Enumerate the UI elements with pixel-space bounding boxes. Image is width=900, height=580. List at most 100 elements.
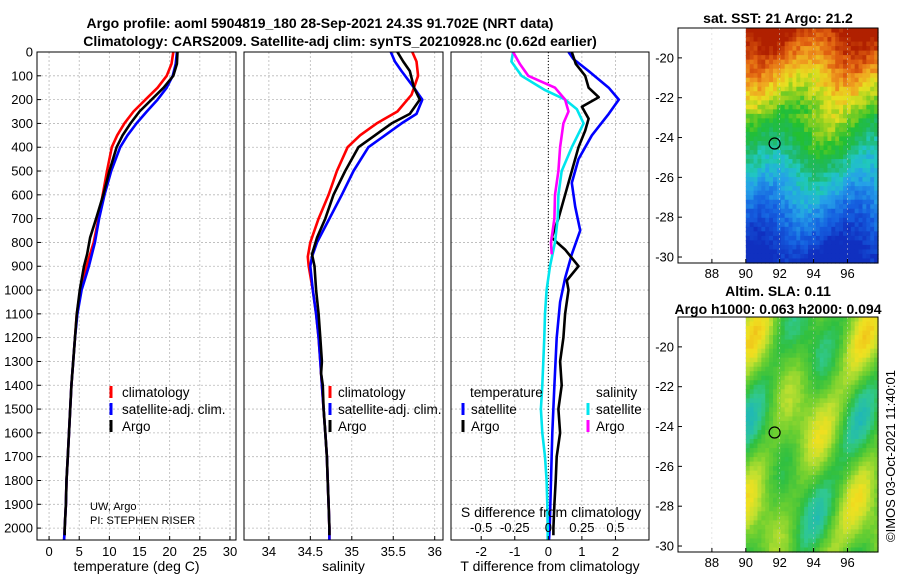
map-cell — [780, 91, 786, 97]
map-cell — [870, 470, 875, 476]
map-cell — [866, 150, 871, 156]
map-cell — [796, 77, 801, 83]
map-cell — [823, 416, 829, 422]
map-cell — [815, 181, 821, 187]
map-cell — [843, 416, 848, 422]
map-cell — [874, 402, 879, 408]
map-cell — [800, 172, 805, 178]
map-cell — [769, 371, 774, 377]
map-cell — [749, 429, 755, 436]
map-cell — [761, 186, 766, 192]
map-cell — [765, 186, 770, 192]
map-cell — [835, 32, 840, 38]
map-cell — [843, 326, 848, 332]
map-cell — [850, 32, 856, 38]
map-cell — [780, 515, 786, 521]
map-cell — [808, 362, 813, 368]
map-cell — [866, 466, 871, 472]
map-cell — [749, 86, 755, 92]
map-cell — [773, 538, 778, 544]
map-cell — [870, 393, 875, 399]
map-cell — [808, 452, 813, 458]
map-cell — [815, 326, 821, 332]
map-cell — [839, 50, 844, 56]
map-cell — [761, 384, 766, 390]
map-cell — [815, 226, 821, 232]
map-cell — [823, 353, 829, 359]
map-cell — [745, 46, 751, 52]
map-cell — [765, 181, 770, 187]
map-cell — [854, 488, 860, 494]
map-cell — [858, 366, 864, 372]
map-cell — [784, 244, 790, 251]
map-cell — [745, 452, 751, 458]
map-cell — [773, 484, 778, 490]
map-cell — [800, 73, 805, 79]
map-cell — [792, 109, 797, 115]
map-cell — [819, 362, 825, 368]
y-tick-label: 500 — [11, 164, 33, 179]
map-cell — [839, 330, 844, 336]
map-cell — [788, 339, 794, 345]
map-cell — [823, 389, 829, 395]
map-cell — [854, 91, 860, 97]
map-cell — [761, 231, 766, 237]
map-cell — [819, 177, 825, 183]
map-cell — [749, 41, 755, 47]
map-cell — [843, 547, 848, 553]
map-cell — [862, 177, 867, 183]
map-cell — [831, 542, 836, 549]
map-cell — [850, 398, 856, 404]
map-cell — [843, 37, 848, 43]
map-cell — [815, 186, 821, 192]
map-cell — [753, 348, 759, 354]
map-cell — [843, 64, 848, 70]
map-cell — [765, 127, 770, 133]
map-cell — [835, 538, 840, 544]
map-cell — [769, 502, 774, 508]
map-cell — [784, 542, 790, 549]
map-cell — [843, 95, 848, 101]
map-cell — [823, 393, 829, 399]
map-cell — [827, 429, 832, 436]
map-cell — [862, 470, 867, 476]
map-cell — [835, 226, 840, 232]
map-cell — [858, 199, 864, 205]
map-cell — [831, 434, 836, 440]
map-cell — [866, 515, 871, 521]
map-cell — [804, 443, 809, 449]
map-cell — [831, 335, 836, 341]
map-cell — [753, 384, 759, 390]
map-cell — [827, 249, 832, 255]
map-cell — [823, 461, 829, 467]
map-cell — [796, 231, 801, 237]
map-cell — [866, 344, 871, 350]
map-cell — [843, 140, 848, 147]
map-cell — [769, 28, 774, 34]
map-cell — [870, 533, 875, 540]
map-cell — [866, 457, 871, 463]
map-cell — [808, 145, 813, 151]
map-cell — [749, 470, 755, 476]
map-cell — [757, 479, 762, 485]
map-cell — [835, 190, 840, 196]
map-cell — [780, 335, 786, 341]
map-cell — [866, 520, 871, 526]
map-cell — [757, 190, 762, 196]
map-cell — [846, 515, 852, 521]
map-cell — [827, 68, 832, 74]
map-cell — [843, 118, 848, 124]
map-cell — [796, 344, 801, 350]
map-cell — [773, 542, 778, 549]
map-cell — [823, 443, 829, 449]
map-cell — [784, 529, 790, 535]
map-cell — [819, 95, 825, 101]
map-cell — [846, 199, 852, 205]
map-cell — [749, 335, 755, 341]
map-cell — [749, 461, 755, 467]
map-cell — [811, 317, 817, 323]
map-cell — [749, 104, 755, 110]
map-cell — [776, 542, 782, 549]
map-cell — [808, 353, 813, 359]
map-cell — [827, 186, 832, 192]
